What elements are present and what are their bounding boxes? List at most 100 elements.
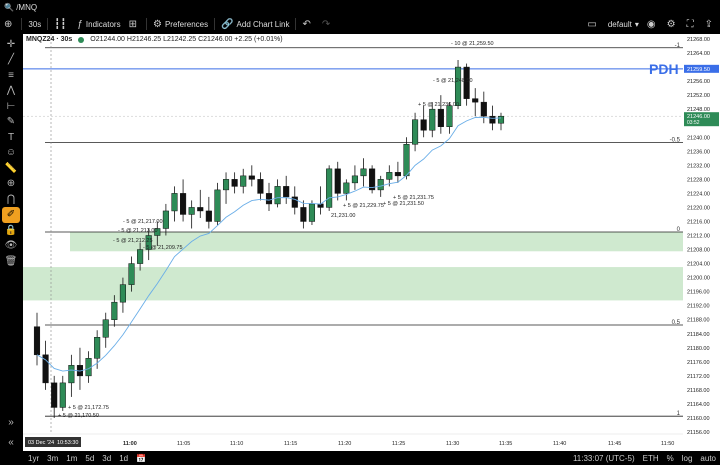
measure-tool[interactable]: ⊢: [2, 98, 20, 114]
gear-icon: ⚙: [152, 18, 162, 30]
share-icon: ⇪: [704, 18, 713, 30]
share-button[interactable]: ⇪: [701, 14, 720, 34]
price-chart[interactable]: MNQZ24 · 30s O21244.00 H21246.25 L21242.…: [23, 34, 720, 451]
lock-icon: 🔒: [4, 224, 18, 236]
candle-body: [188, 207, 195, 215]
undo-button[interactable]: ↶: [298, 14, 317, 34]
legend-symbol[interactable]: MNQZ24 · 30s: [26, 36, 73, 43]
range-1d[interactable]: 1d: [119, 453, 129, 463]
measure-icon: ⊢: [6, 100, 16, 112]
candle-body: [42, 354, 49, 384]
layout-select[interactable]: default ▾: [604, 14, 643, 34]
range-1m[interactable]: 1m: [66, 453, 78, 463]
emoji-tool[interactable]: ☺: [2, 145, 20, 161]
eye-tool[interactable]: 👁: [2, 238, 20, 254]
time-axis-label: 11:25: [392, 441, 405, 447]
candle-body: [412, 119, 419, 145]
layout-toggle-button[interactable]: ▭: [583, 14, 603, 34]
candle-body: [463, 66, 470, 99]
fib-tool[interactable]: ≡: [2, 67, 20, 83]
candle-body: [291, 196, 298, 208]
trade-annotation: - 5 @ 21,209.75: [143, 245, 183, 251]
candle-body: [386, 172, 393, 180]
indicators-button[interactable]: ƒ Indicators: [73, 14, 124, 34]
time-axis-label: 11:15: [284, 441, 297, 447]
settings-button[interactable]: ⚙: [663, 14, 683, 34]
range-3m[interactable]: 3m: [47, 453, 59, 463]
candle-body: [119, 284, 126, 303]
percent-toggle[interactable]: %: [666, 453, 674, 463]
range-3d[interactable]: 3d: [102, 453, 112, 463]
auto-toggle[interactable]: auto: [700, 453, 716, 463]
candle-body: [446, 105, 453, 127]
chevron-right-button[interactable]: »: [2, 414, 20, 430]
range-1yr[interactable]: 1yr: [28, 453, 40, 463]
candle-body: [128, 263, 135, 285]
session-toggle[interactable]: ETH: [642, 453, 659, 463]
undo-icon: ↶: [302, 18, 311, 30]
candle-body: [454, 66, 462, 106]
fullscreen-button[interactable]: ⛶: [683, 14, 701, 34]
candle-body: [145, 235, 152, 250]
emoji-icon: ☺: [5, 147, 17, 158]
screenshot-button[interactable]: ◉: [643, 14, 663, 34]
text-icon: T: [7, 131, 15, 143]
candle-body: [248, 175, 255, 180]
candle-body: [180, 193, 187, 215]
layouts-button[interactable]: ⊞: [125, 14, 144, 34]
price-axis-label: 21212.00: [687, 234, 710, 240]
chart-link-button[interactable]: 🔗 Add Chart Link: [217, 14, 293, 34]
range-5d[interactable]: 5d: [85, 453, 95, 463]
price-axis-label: 21236.00: [687, 149, 710, 155]
price-axis-label: 21256.00: [687, 79, 710, 85]
chart-legend: MNQZ24 · 30s O21244.00 H21246.25 L21242.…: [26, 36, 283, 43]
candle-body: [429, 108, 436, 131]
candle-body: [377, 179, 384, 191]
legend-ohlc: O21244.00 H21246.25 L21242.25 C21246.00 …: [90, 36, 283, 43]
crosshair-tool[interactable]: ✛: [2, 36, 20, 52]
calendar-icon[interactable]: 📅: [136, 453, 147, 463]
chart-type-button[interactable]: ┇┇: [50, 14, 73, 34]
price-axis-label: 21160.00: [687, 416, 710, 422]
trade-annotation: - 5 @ 21,217.00: [123, 219, 163, 225]
zoom-icon: ⊕: [6, 178, 16, 189]
magnet-tool[interactable]: ⋂: [2, 191, 20, 207]
trade-annotation: + 5 @ 21,170.50: [58, 413, 99, 419]
candle-body: [33, 326, 41, 356]
candle-body: [274, 186, 281, 205]
interval-button[interactable]: 30s: [28, 19, 42, 29]
time-axis-label: 11:05: [177, 441, 190, 447]
price-axis-label: 21220.00: [687, 205, 710, 211]
price-axis-label: 21204.00: [687, 262, 710, 268]
layout-label: default: [607, 19, 632, 29]
trendline-tool[interactable]: ╱: [2, 52, 20, 68]
trash-tool[interactable]: 🗑: [2, 253, 20, 269]
redo-button[interactable]: ↷: [318, 14, 337, 34]
pattern-tool[interactable]: ⋀: [2, 83, 20, 99]
candle-body: [420, 119, 427, 131]
symbol-header[interactable]: 🔍 /MNQ: [4, 3, 37, 12]
price-axis-label: 21168.00: [687, 388, 710, 394]
ruler-icon: 📏: [4, 162, 18, 174]
brush-tool[interactable]: ✎: [2, 114, 20, 130]
chevron-left-button[interactable]: «: [2, 434, 20, 450]
plus-circle-icon: ⊕: [4, 18, 13, 30]
candle-body: [214, 189, 221, 222]
lock-tool[interactable]: 🔒: [2, 222, 20, 238]
preferences-button[interactable]: ⚙ Preferences: [149, 14, 212, 34]
last-price-tag: [684, 112, 719, 127]
text-tool[interactable]: T: [2, 129, 20, 145]
zoom-tool[interactable]: ⊕: [2, 176, 20, 192]
candle-body: [326, 168, 333, 208]
add-symbol-button[interactable]: ⊕: [0, 14, 19, 34]
eye-icon: 👁: [4, 240, 18, 251]
price-axis-label: 21180.00: [687, 346, 710, 352]
window-icon: ▭: [587, 18, 597, 30]
grid-icon: ⊞: [128, 18, 137, 30]
candle-body: [480, 101, 487, 117]
chart-canvas[interactable]: -1 -0.5 0 0.5 1 PDH - 10 @ 21,259.50 - 5 @ 21,2…: [23, 34, 720, 451]
ruler-tool[interactable]: 📏: [2, 160, 20, 176]
draw-mode-tool[interactable]: ✐: [2, 206, 20, 223]
price-axis-label: 21184.00: [687, 332, 710, 338]
log-toggle[interactable]: log: [681, 453, 693, 463]
